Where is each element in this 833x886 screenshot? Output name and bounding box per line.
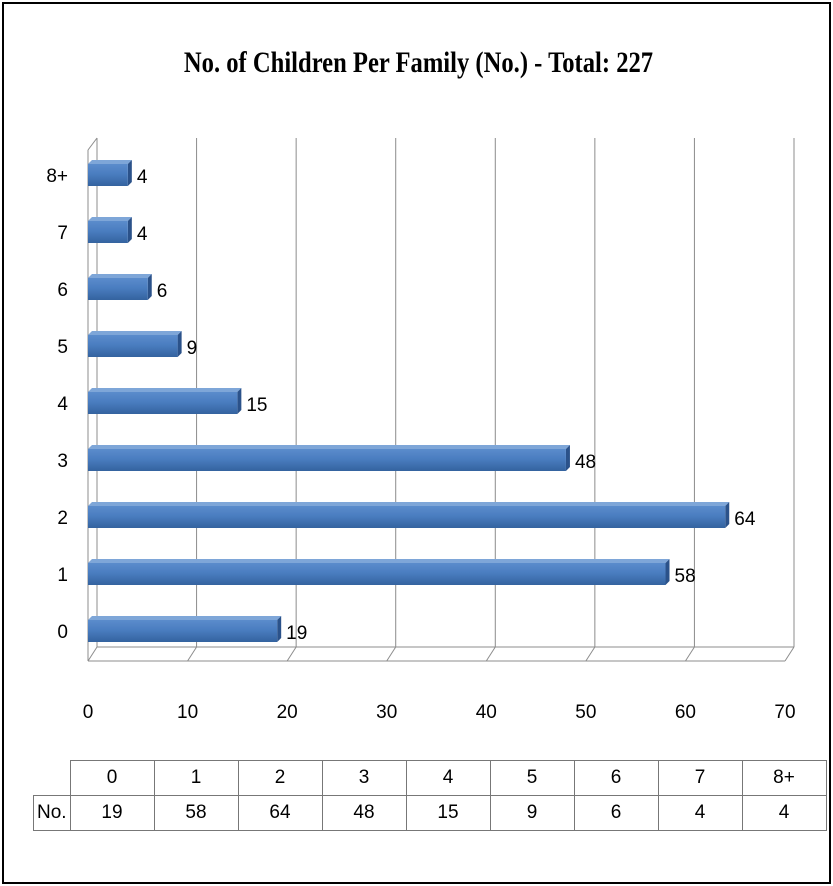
table-header-row: 0 1 2 3 4 5 6 7 8+: [33, 760, 827, 796]
y-tick-label: 1: [57, 565, 68, 586]
table-header-cell: 5: [489, 760, 575, 796]
table-value-cell: 19: [69, 795, 155, 831]
floor-tick: [286, 646, 297, 662]
data-label: 6: [157, 281, 168, 302]
table-value-cell: 9: [489, 795, 575, 831]
table-header-cell: 7: [657, 760, 743, 796]
floor-tick: [685, 646, 695, 662]
y-tick-label: 8+: [46, 166, 68, 187]
x-tick-label: 10: [177, 702, 198, 723]
table-value-cell: 6: [573, 795, 659, 831]
table-header-cell: 8+: [741, 760, 827, 796]
y-tick-label: 5: [57, 337, 68, 358]
y-tick-label: 6: [57, 280, 68, 301]
bar: [88, 445, 570, 471]
data-label: 4: [137, 167, 148, 188]
y-tick-label: 3: [57, 451, 68, 472]
y-tick-label: 2: [57, 508, 68, 529]
table-corner-cell: [33, 760, 71, 796]
table-value-cell: 4: [741, 795, 827, 831]
floor-tick: [585, 646, 596, 662]
data-label: 19: [286, 623, 307, 644]
data-label: 58: [675, 566, 696, 587]
table-value-cell: 4: [657, 795, 743, 831]
data-label: 48: [575, 452, 596, 473]
table-header-cell: 6: [573, 760, 659, 796]
floor-tick: [87, 646, 98, 662]
y-tick-label: 7: [57, 223, 68, 244]
x-tick-label: 50: [575, 702, 596, 723]
data-label: 64: [734, 509, 756, 530]
bar: [88, 502, 730, 528]
floor-tick: [386, 646, 397, 662]
table-value-cell: 48: [321, 795, 407, 831]
x-tick-label: 30: [376, 702, 397, 723]
table-value-row: No. 19 58 64 48 15 9 6 4 4: [33, 795, 827, 831]
y-tick-label: 4: [57, 394, 68, 415]
floor-tick: [485, 646, 496, 662]
table-header-cell: 3: [321, 760, 407, 796]
floor-tick: [187, 646, 197, 662]
bar: [88, 331, 182, 357]
bar: [88, 160, 132, 186]
table-value-cell: 58: [153, 795, 239, 831]
x-tick-label: 60: [675, 702, 696, 723]
bar: [88, 388, 242, 414]
table-row-header: No.: [33, 795, 71, 831]
table-value-cell: 64: [237, 795, 323, 831]
chart-title: No. of Children Per Family (No.) - Total…: [183, 46, 654, 79]
y-tick-label: 0: [57, 622, 68, 643]
bar: [88, 274, 152, 300]
data-table: 0 1 2 3 4 5 6 7 8+ No. 19 58 64 48 15 9 6 4 4: [33, 760, 827, 831]
table-header-cell: 2: [237, 760, 323, 796]
table-header-cell: 1: [153, 760, 239, 796]
bar: [88, 559, 670, 585]
bars: [88, 160, 730, 642]
data-label: 4: [137, 224, 148, 245]
x-tick-label: 0: [83, 702, 94, 723]
x-tick-label: 20: [277, 702, 298, 723]
table-value-cell: 15: [405, 795, 491, 831]
bar: [88, 217, 132, 243]
bar: [88, 616, 282, 642]
x-tick-label: 40: [476, 702, 497, 723]
x-tick-label: 70: [774, 702, 795, 723]
data-label: 9: [187, 338, 198, 359]
table-header-cell: 0: [69, 760, 155, 796]
wall-top-edge: [87, 137, 98, 151]
table-header-cell: 4: [405, 760, 491, 796]
data-label: 15: [246, 395, 267, 416]
floor-tick: [784, 646, 795, 662]
